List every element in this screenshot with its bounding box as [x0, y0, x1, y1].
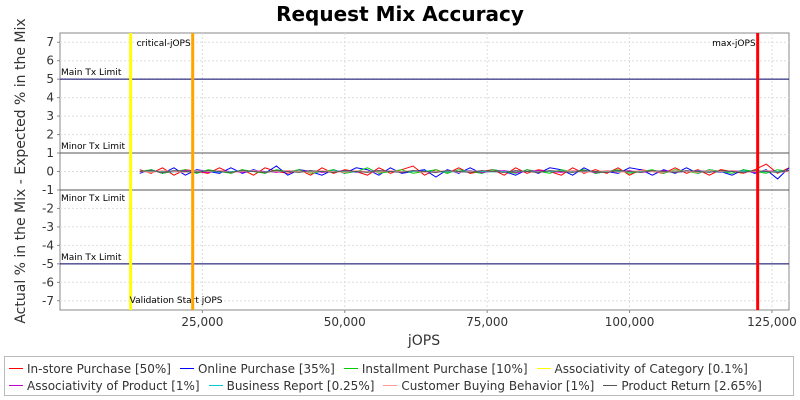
y-tick-label: -7 — [42, 294, 54, 308]
y-tick-label: -5 — [42, 257, 54, 271]
legend-label: Associativity of Category [0.1%] — [554, 361, 748, 376]
chart-title: Request Mix Accuracy — [276, 2, 524, 26]
legend-swatch — [343, 368, 358, 369]
limit-label: Main Tx Limit — [61, 253, 122, 263]
jops-marker-label: Validation Start jOPS — [130, 296, 223, 306]
legend-label: Associativity of Product [1%] — [27, 378, 200, 393]
y-tick-label: 3 — [46, 109, 54, 123]
legend: In-store Purchase [50%] Online Purchase [… — [4, 356, 794, 396]
y-tick-label: -3 — [42, 220, 54, 234]
y-tick-label: 2 — [46, 128, 54, 142]
legend-item: Installment Purchase [10%] — [343, 361, 528, 376]
y-axis-label: Actual % in the Mix - Expected % in the … — [13, 18, 29, 323]
y-tick-label: 0 — [46, 165, 54, 179]
x-tick-label: 25,000 — [181, 315, 223, 329]
legend-label: Customer Buying Behavior [1%] — [401, 378, 595, 393]
limit-label: Minor Tx Limit — [61, 142, 126, 152]
y-tick-label: 5 — [46, 72, 54, 86]
limit-label: Main Tx Limit — [61, 68, 122, 78]
legend-item: Associativity of Category [0.1%] — [536, 361, 748, 376]
legend-swatch — [208, 385, 223, 386]
x-tick-label: 50,000 — [324, 315, 366, 329]
jops-markers: Validation Start jOPS critical-jOPS max-jO… — [129, 33, 760, 310]
x-tick-label: 100,000 — [605, 315, 655, 329]
y-tick-label: -4 — [42, 238, 54, 252]
series-line — [139, 170, 790, 173]
legend-item: In-store Purchase [50%] — [9, 362, 171, 376]
jops-marker-label: max-jOPS — [712, 39, 756, 49]
x-tick-label: 75,000 — [466, 315, 508, 329]
legend-row: In-store Purchase [50%] Online Purchase [… — [9, 360, 789, 377]
y-tick-label: -2 — [42, 201, 54, 215]
legend-label: Installment Purchase [10%] — [361, 361, 528, 376]
legend-row: Associativity of Product [1%] Business Re… — [9, 377, 789, 394]
request-mix-chart: Request Mix Accuracy 7 6 5 4 3 2 1 0 -1 -2 -3 -4 -5 -… — [13, 2, 797, 349]
legend-swatch — [603, 385, 618, 386]
legend-item: Customer Buying Behavior [1%] — [383, 379, 594, 393]
legend-swatch — [536, 368, 551, 369]
y-tick-label: -6 — [42, 275, 54, 289]
x-axis: 25,000 50,000 75,000 100,000 125,000 — [181, 310, 797, 329]
y-tick-label: 1 — [46, 146, 54, 160]
legend-label: Online Purchase [35%] — [197, 361, 335, 376]
legend-label: Product Return [2.65%] — [621, 378, 762, 393]
legend-item: Business Report [0.25%] — [208, 378, 375, 393]
legend-item: Product Return [2.65%] — [603, 379, 762, 393]
legend-swatch — [9, 368, 23, 369]
legend-swatch — [9, 385, 23, 386]
y-tick-label: -1 — [42, 183, 54, 197]
jops-marker-label: critical-jOPS — [137, 39, 191, 49]
legend-item: Associativity of Product [1%] — [9, 379, 200, 393]
legend-label: In-store Purchase [50%] — [27, 361, 171, 376]
legend-label: Business Report [0.25%] — [226, 378, 375, 393]
legend-item: Online Purchase [35%] — [179, 361, 335, 376]
limit-label: Minor Tx Limit — [61, 194, 126, 204]
legend-swatch — [383, 385, 398, 386]
legend-swatch — [179, 368, 194, 369]
y-axis: 7 6 5 4 3 2 1 0 -1 -2 -3 -4 -5 -6 -7 — [42, 35, 60, 308]
x-axis-label: jOPS — [407, 333, 440, 349]
x-tick-label: 125,000 — [747, 315, 797, 329]
y-tick-label: 4 — [46, 91, 54, 105]
series-lines — [139, 163, 790, 180]
limit-lines: Main Tx Limit Minor Tx Limit Minor Tx Limi… — [60, 68, 789, 265]
y-tick-label: 6 — [46, 54, 54, 68]
y-tick-label: 7 — [46, 35, 54, 49]
